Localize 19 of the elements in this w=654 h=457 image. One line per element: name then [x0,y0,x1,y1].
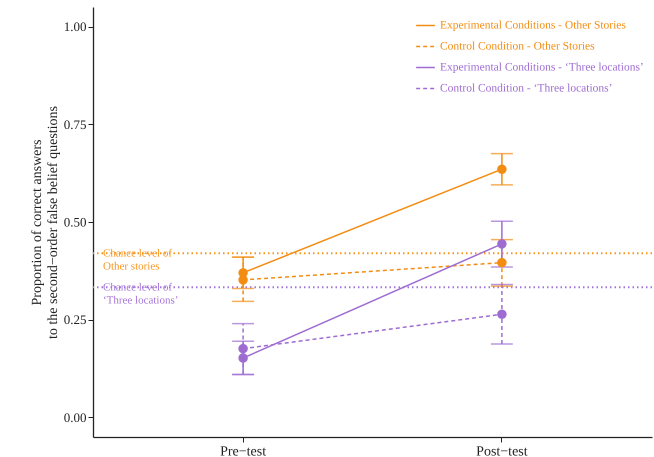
y-axis-title: Proportion of correct answers to the second−order false belief questions [30,106,61,339]
legend-label: Experimental Conditions - ‘Three locations’ [440,62,644,74]
point [238,344,248,354]
y-tick-label: 0.75 [64,116,86,132]
y-tick-label: 0.50 [64,214,86,230]
point [238,275,248,285]
point [497,164,507,174]
point [497,258,507,268]
point [497,239,507,249]
point [238,353,248,363]
legend-label: Experimental Conditions - Other Stories [440,20,626,32]
legend-label: Control Condition - Other Stories [440,40,596,52]
y-tick-label: 1.00 [64,19,86,34]
y-tick-label: 0.00 [64,410,86,425]
point [497,310,507,319]
y-tick-label: 0.25 [64,312,86,328]
x-tick-label: Pre−test [220,444,266,457]
legend-label: Control Condition - ‘Three locations’ [440,82,612,94]
x-tick-label: Post−test [476,444,528,457]
